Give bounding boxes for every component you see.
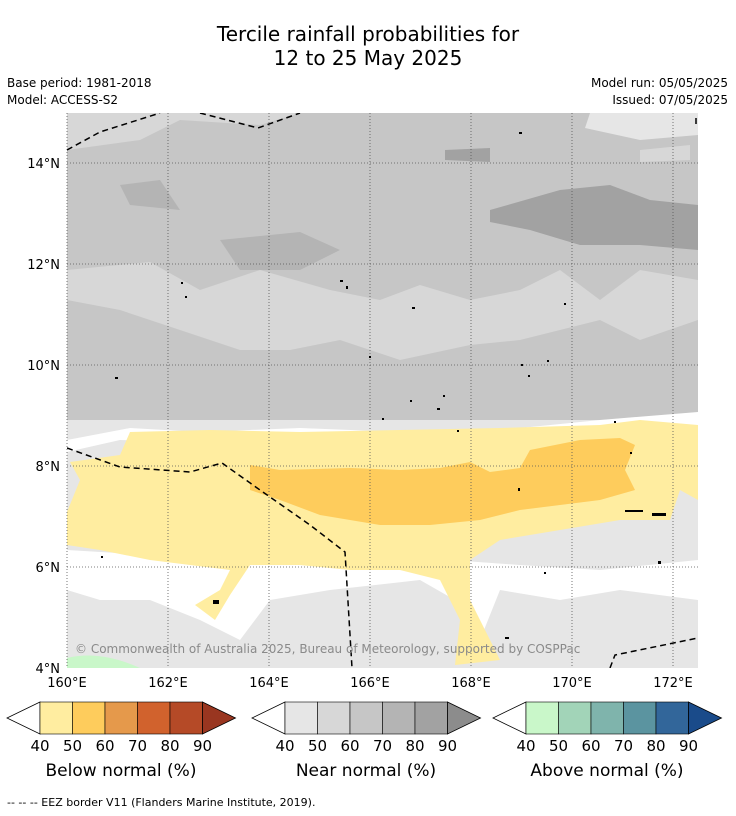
near-normal-40-patch-b (640, 145, 690, 162)
lat-label-12n: 12°N (27, 258, 60, 273)
near-normal-60-patch-b (120, 180, 180, 210)
above-normal-title: Above normal (%) (530, 761, 684, 781)
copyright-text: © Commonwealth of Australia 2025, Bureau… (75, 642, 580, 656)
islands (101, 132, 666, 639)
near-colorbar-tick-label: 90 (438, 737, 457, 755)
meta-right: Model run: 05/05/2025 Issued: 07/05/2025 (591, 75, 728, 109)
graticule (66, 113, 698, 668)
below-colorbar-low-extension (6, 701, 41, 735)
lat-label-4n: 4°N (36, 662, 61, 677)
near-normal-70-patch-a (445, 148, 490, 162)
near-colorbar-tick-label: 50 (308, 737, 327, 755)
near-normal-title: Near normal (%) (295, 761, 437, 781)
above-colorbar-segment (655, 701, 689, 735)
near-colorbar-segment (284, 701, 318, 735)
model-run: Model run: 05/05/2025 (590, 76, 728, 90)
meta-left: Base period: 1981-2018 Model: ACCESS-S2 (7, 75, 152, 109)
above-colorbar-segment (525, 701, 559, 735)
near-normal-70-patch-b (490, 185, 698, 250)
below-colorbar-tick-label: 60 (95, 737, 114, 755)
above-colorbar-segment (558, 701, 592, 735)
title-line-2: 12 to 25 May 2025 (273, 46, 463, 70)
above-colorbar-segment (623, 701, 657, 735)
above-colorbar-low-extension (492, 701, 527, 735)
title-line-1: Tercile rainfall probabilities for (216, 22, 520, 46)
near-colorbar-tick-label: 70 (373, 737, 392, 755)
below-colorbar-tick-label: 40 (30, 737, 49, 755)
near-normal-60-patch (220, 232, 340, 270)
lon-label-170e: 170°E (552, 676, 592, 691)
near-normal-40-band (67, 262, 698, 360)
probability-field (67, 113, 698, 668)
below-colorbar-segment (169, 701, 203, 735)
lat-label-6n: 6°N (36, 561, 61, 576)
below-colorbar-segment (39, 701, 73, 735)
near-colorbar-segment (317, 701, 351, 735)
model-name: Model: ACCESS-S2 (7, 93, 119, 107)
lon-label-160e: 160°E (47, 676, 87, 691)
below-colorbar-segment (137, 701, 171, 735)
above-normal-40-patch (67, 655, 140, 668)
eez-borders (67, 113, 698, 668)
lon-label-166e: 166°E (350, 676, 390, 691)
neutral-gap-south (67, 550, 698, 640)
above-colorbar-high-extension (688, 701, 723, 735)
below-colorbar-segment (72, 701, 106, 735)
near-colorbar-segment (382, 701, 416, 735)
lat-label-14n: 14°N (27, 157, 60, 172)
lon-label-168e: 168°E (451, 676, 491, 691)
below-normal-50-region (250, 438, 635, 525)
near-colorbar-low-extension (251, 701, 286, 735)
below-colorbar-segment (104, 701, 138, 735)
base-period: Base period: 1981-2018 (7, 76, 152, 90)
above-colorbar-tick-label: 70 (614, 737, 633, 755)
eez-footer-note: -- -- -- EEZ border V11 (Flanders Marine… (7, 796, 316, 809)
lat-label-8n: 8°N (36, 460, 61, 475)
issued-date: Issued: 07/05/2025 (612, 93, 728, 107)
near-colorbar-high-extension (447, 701, 482, 735)
lon-label-172e: 172°E (653, 676, 693, 691)
lat-label-10n: 10°N (27, 359, 60, 374)
lon-label-162e: 162°E (148, 676, 188, 691)
near-colorbar-tick-label: 40 (275, 737, 294, 755)
above-colorbar-tick-label: 50 (549, 737, 568, 755)
near-normal-light-patch (585, 113, 698, 140)
above-colorbar-tick-label: 80 (646, 737, 665, 755)
near-normal-40-patch (67, 113, 300, 150)
colorbars: 40 50 60 70 80 90 40 50 60 70 80 90 40 50 60 70 80 90 (6, 701, 723, 755)
below-colorbar-tick-label: 50 (63, 737, 82, 755)
below-colorbar-tick-label: 90 (193, 737, 212, 755)
below-normal-title: Below normal (%) (45, 761, 197, 781)
latitude-labels: 14°N 12°N 10°N 8°N 6°N 4°N (27, 157, 60, 677)
lon-label-164e: 164°E (249, 676, 289, 691)
above-colorbar-tick-label: 60 (581, 737, 600, 755)
above-colorbar-segment (590, 701, 624, 735)
below-colorbar-tick-label: 70 (128, 737, 147, 755)
above-colorbar-tick-label: 40 (516, 737, 535, 755)
map-title: Tercile rainfall probabilities for 12 to… (0, 22, 736, 70)
above-colorbar-tick-label: 90 (679, 737, 698, 755)
below-colorbar-high-extension (202, 701, 237, 735)
near-colorbar-segment (414, 701, 448, 735)
below-colorbar-tick-label: 80 (160, 737, 179, 755)
near-colorbar-tick-label: 80 (405, 737, 424, 755)
near-colorbar-tick-label: 60 (340, 737, 359, 755)
longitude-labels: 160°E 162°E 164°E 166°E 168°E 170°E 172°… (47, 676, 693, 691)
near-colorbar-segment (349, 701, 383, 735)
